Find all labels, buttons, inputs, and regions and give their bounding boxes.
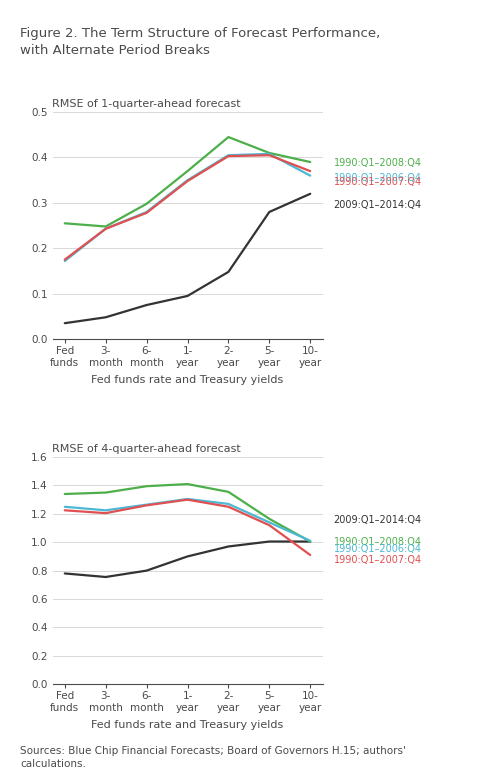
Text: 1990:Q1–2007:Q4: 1990:Q1–2007:Q4 — [334, 555, 422, 565]
Text: 1990:Q1–2007:Q4: 1990:Q1–2007:Q4 — [334, 176, 422, 186]
Text: 1990:Q1–2008:Q4: 1990:Q1–2008:Q4 — [334, 158, 422, 168]
X-axis label: Fed funds rate and Treasury yields: Fed funds rate and Treasury yields — [92, 720, 284, 730]
X-axis label: Fed funds rate and Treasury yields: Fed funds rate and Treasury yields — [92, 375, 284, 384]
Text: 1990:Q1–2006:Q4: 1990:Q1–2006:Q4 — [334, 173, 422, 183]
Text: Figure 2. The Term Structure of Forecast Performance,
with Alternate Period Brea: Figure 2. The Term Structure of Forecast… — [20, 27, 380, 57]
Text: 2009:Q1–2014:Q4: 2009:Q1–2014:Q4 — [334, 200, 422, 210]
Text: RMSE of 4-quarter-ahead forecast: RMSE of 4-quarter-ahead forecast — [52, 444, 241, 454]
Text: 1990:Q1–2006:Q4: 1990:Q1–2006:Q4 — [334, 543, 422, 553]
Text: RMSE of 1-quarter-ahead forecast: RMSE of 1-quarter-ahead forecast — [52, 98, 241, 108]
Text: 1990:Q1–2008:Q4: 1990:Q1–2008:Q4 — [334, 536, 422, 547]
Text: 2009:Q1–2014:Q4: 2009:Q1–2014:Q4 — [334, 516, 422, 525]
Text: Sources: Blue Chip Financial Forecasts; Board of Governors H.15; authors'
calcul: Sources: Blue Chip Financial Forecasts; … — [20, 746, 406, 769]
